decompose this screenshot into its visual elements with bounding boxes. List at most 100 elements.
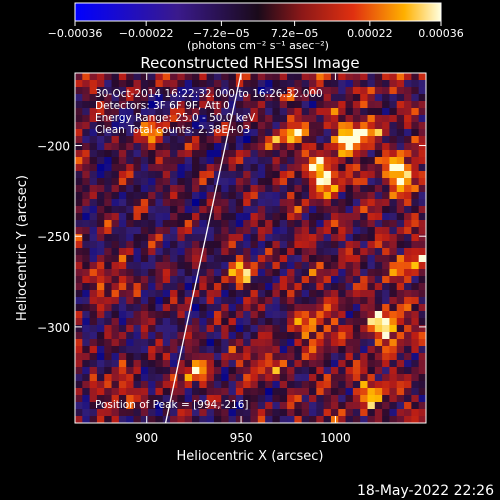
heatmap-cell <box>89 325 98 333</box>
heatmap-cell <box>338 297 346 305</box>
heatmap-cell <box>250 206 259 214</box>
heatmap-cell <box>389 122 398 130</box>
heatmap-cell <box>235 269 244 277</box>
heatmap-cell <box>243 283 251 291</box>
heatmap-cell <box>323 276 332 284</box>
heatmap-cell <box>265 87 273 95</box>
heatmap-cell <box>184 353 193 361</box>
heatmap-cell <box>155 227 164 235</box>
heatmap-cell <box>272 241 281 249</box>
heatmap-cell <box>206 94 215 102</box>
heatmap-cell <box>89 304 98 312</box>
heatmap-cell <box>257 115 266 123</box>
colorbar-tick-label: −7.2e−05 <box>193 27 250 40</box>
heatmap-cell <box>221 332 229 340</box>
heatmap-cell <box>155 115 164 123</box>
heatmap-cell <box>309 199 317 207</box>
heatmap-cell <box>345 353 354 361</box>
heatmap-cell <box>411 262 420 270</box>
heatmap-cell <box>82 374 91 382</box>
heatmap-cell <box>118 332 127 340</box>
heatmap-cell <box>309 290 317 298</box>
heatmap-cell <box>111 241 120 249</box>
heatmap-cell <box>367 192 376 200</box>
heatmap-cell <box>82 150 91 158</box>
heatmap-cell <box>221 269 229 277</box>
heatmap-cell <box>118 136 127 144</box>
heatmap-cell <box>140 311 149 319</box>
heatmap-cell <box>265 234 273 242</box>
heatmap-cell <box>396 101 405 109</box>
heatmap-cell <box>418 129 426 137</box>
heatmap-cell <box>374 353 383 361</box>
heatmap-cell <box>257 416 266 423</box>
heatmap-cell <box>257 206 266 214</box>
heatmap-cell <box>287 276 295 284</box>
heatmap-cell <box>96 178 105 186</box>
heatmap-cell <box>257 276 266 284</box>
heatmap-cell <box>199 381 208 389</box>
heatmap-cell <box>265 255 273 263</box>
heatmap-cell <box>213 206 222 214</box>
heatmap-cell <box>96 122 105 130</box>
heatmap-cell <box>389 318 398 326</box>
heatmap-cell <box>309 115 317 123</box>
heatmap-cell <box>148 409 156 417</box>
heatmap-cell <box>389 409 398 417</box>
heatmap-cell <box>228 220 237 228</box>
heatmap-cell <box>133 213 142 221</box>
heatmap-cell <box>126 346 134 354</box>
heatmap-cell <box>301 346 310 354</box>
heatmap-cell <box>199 255 208 263</box>
heatmap-cell <box>250 276 259 284</box>
heatmap-cell <box>418 87 426 95</box>
heatmap-cell <box>287 87 295 95</box>
heatmap-cell <box>192 283 200 291</box>
heatmap-cell <box>235 122 244 130</box>
heatmap-cell <box>404 325 412 333</box>
heatmap-cell <box>104 255 112 263</box>
heatmap-cell <box>382 115 390 123</box>
heatmap-cell <box>235 101 244 109</box>
heatmap-cell <box>96 290 105 298</box>
heatmap-cell <box>75 199 83 207</box>
heatmap-cell <box>199 374 208 382</box>
heatmap-cell <box>221 374 229 382</box>
heatmap-cell <box>330 255 339 263</box>
heatmap-cell <box>374 311 383 319</box>
heatmap-cell <box>133 150 142 158</box>
heatmap-cell <box>221 234 229 242</box>
heatmap-cell <box>170 87 178 95</box>
heatmap-cell <box>140 283 149 291</box>
heatmap-cell <box>243 311 251 319</box>
heatmap-cell <box>309 283 317 291</box>
heatmap-cell <box>323 213 332 221</box>
heatmap-cell <box>345 150 354 158</box>
heatmap-cell <box>374 346 383 354</box>
heatmap-cell <box>316 276 325 284</box>
heatmap-cell <box>111 227 120 235</box>
heatmap-cell <box>213 381 222 389</box>
heatmap-cell <box>89 262 98 270</box>
heatmap-cell <box>104 192 112 200</box>
heatmap-cell <box>287 402 295 410</box>
heatmap-cell <box>418 73 426 81</box>
heatmap-cell <box>257 402 266 410</box>
heatmap-cell <box>111 143 120 151</box>
heatmap-cell <box>250 220 259 228</box>
heatmap-cell <box>118 409 127 417</box>
heatmap-cell <box>96 409 105 417</box>
heatmap-cell <box>272 157 281 165</box>
heatmap-cell <box>404 402 412 410</box>
heatmap-cell <box>228 129 237 137</box>
heatmap-cell <box>140 304 149 312</box>
heatmap-cell <box>170 339 178 347</box>
heatmap-cell <box>243 227 251 235</box>
heatmap-cell <box>309 157 317 165</box>
heatmap-cell <box>418 108 426 116</box>
heatmap-cell <box>111 269 120 277</box>
heatmap-cell <box>155 171 164 179</box>
heatmap-cell <box>104 339 112 347</box>
heatmap-cell <box>162 136 171 144</box>
heatmap-cell <box>118 374 127 382</box>
